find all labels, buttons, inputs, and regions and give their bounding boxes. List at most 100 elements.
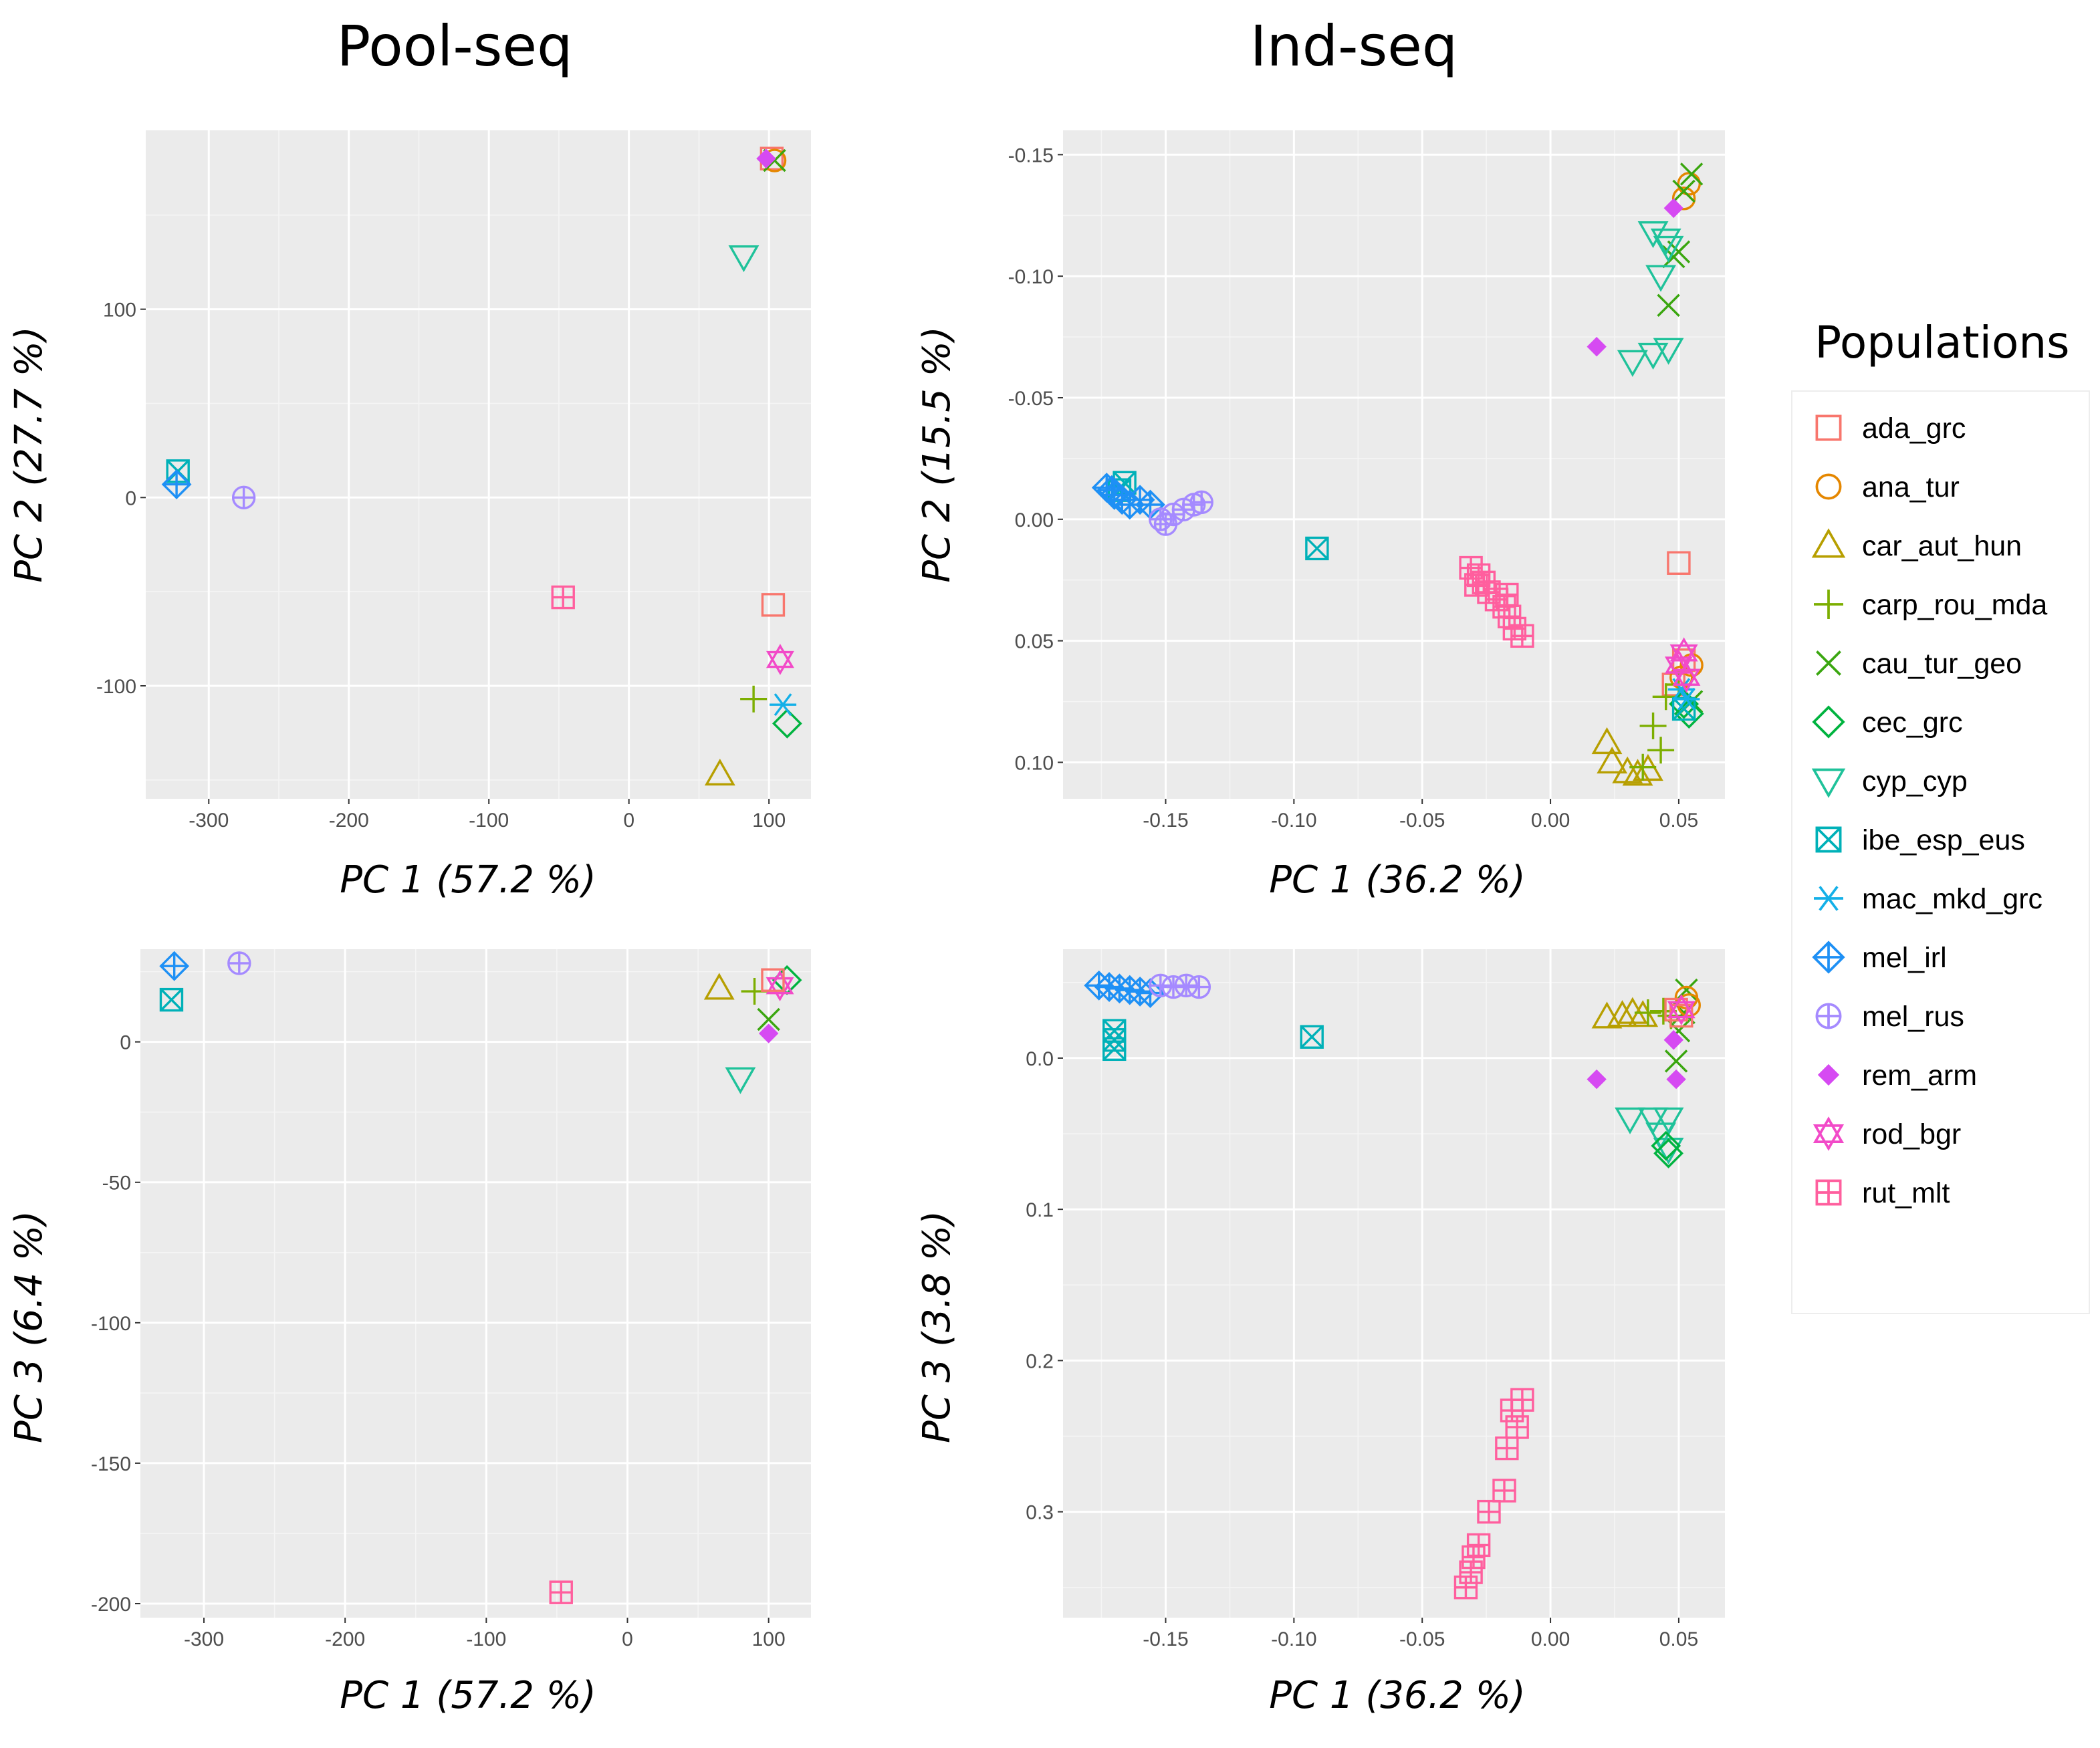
legend-label: mel_rus <box>1862 1001 1964 1033</box>
point-rut_mlt <box>1495 582 1519 607</box>
legend-item-mel_irl: mel_irl <box>1812 941 1947 974</box>
legend-key-cyp_cyp <box>1811 768 1846 798</box>
legend-key-cec_grc <box>1812 705 1845 739</box>
point-cyp_cyp <box>1653 338 1684 365</box>
point-cyp_cyp <box>1637 221 1669 249</box>
point-cau_tur_geo <box>1657 293 1680 318</box>
point-cau_tur_geo <box>1664 1049 1688 1073</box>
point-mel_rus <box>1149 507 1173 531</box>
legend-item-car_aut_hun: car_aut_hun <box>1811 528 2022 562</box>
legend-item-mac_mkd_grc: mac_mkd_grc <box>1814 883 2043 915</box>
point-rut_mlt <box>1495 1436 1519 1461</box>
point-ana_tur <box>1671 186 1696 211</box>
point-mel_rus <box>227 951 251 975</box>
point-mel_rus <box>1149 973 1173 997</box>
legend-item-ada_grc: ada_grc <box>1815 412 1966 445</box>
point-rod_bgr <box>1667 994 1696 1025</box>
legend-key-ibe_esp_eus <box>1815 826 1842 853</box>
x-tick-label: -200 <box>329 809 369 832</box>
point-cyp_cyp <box>1653 1107 1684 1134</box>
point-cec_grc <box>772 708 802 739</box>
x-axis-label: PC 1 (36.2 %) <box>1269 1674 1526 1717</box>
x-tick-label: -100 <box>469 809 509 832</box>
y-axis-label: PC 3 (3.8 %) <box>915 1211 959 1443</box>
x-axis-label: PC 1 (36.2 %) <box>1269 858 1526 902</box>
legend-key-rem_arm <box>1817 1064 1840 1086</box>
x-tick-label: 0.00 <box>1531 809 1570 832</box>
y-axis-label: PC 3 (6.4 %) <box>7 1211 51 1443</box>
y-tick-label: 0.2 <box>1026 1350 1054 1372</box>
y-tick-label: -200 <box>91 1594 131 1616</box>
legend-item-rem_arm: rem_arm <box>1817 1059 1977 1092</box>
legend-label: mac_mkd_grc <box>1862 883 2043 915</box>
point-cec_grc <box>1651 1130 1681 1161</box>
point-cec_grc <box>1653 1138 1683 1168</box>
legend-label: cau_tur_geo <box>1862 648 2022 680</box>
x-tick-label: -0.05 <box>1399 809 1445 832</box>
point-ibe_esp_eus <box>1300 1025 1324 1049</box>
legend-label: cyp_cyp <box>1862 765 1968 797</box>
y-tick-label: 0 <box>120 1032 131 1054</box>
legend-label: mel_irl <box>1862 942 1947 974</box>
legend-label: rem_arm <box>1862 1059 1977 1092</box>
legend-label: cec_grc <box>1862 707 1963 739</box>
legend-key-rut_mlt <box>1815 1179 1842 1206</box>
y-tick-label: -0.10 <box>1008 266 1054 288</box>
y-tick-label: -0.15 <box>1008 144 1054 166</box>
point-rem_arm <box>1663 1030 1683 1050</box>
point-rut_mlt <box>1500 1398 1524 1422</box>
legend-label: car_aut_hun <box>1862 530 2022 562</box>
legend-label: ana_tur <box>1862 471 1960 503</box>
y-tick-label: -100 <box>91 1313 131 1335</box>
point-cau_tur_geo <box>1672 179 1696 203</box>
legend-item-cau_tur_geo: cau_tur_geo <box>1816 648 2022 680</box>
x-tick-label: -200 <box>325 1628 365 1650</box>
panel-pool-pc1-pc2: -300 -200 -100 0 100 -100 0 100 PC 1 (57.2 %) PC … <box>7 130 811 902</box>
panel-background <box>1063 949 1725 1618</box>
x-tick-label: -300 <box>184 1628 224 1650</box>
point-rod_bgr <box>766 970 794 1002</box>
point-rut_mlt <box>549 1580 573 1604</box>
point-cyp_cyp <box>728 245 760 273</box>
point-car_aut_hun <box>1597 747 1628 774</box>
point-cau_tur_geo <box>757 1007 780 1031</box>
point-rut_mlt <box>1510 624 1534 648</box>
point-rut_mlt <box>1466 1533 1491 1557</box>
y-tick-label: -100 <box>96 676 136 698</box>
point-mel_rus <box>1187 975 1211 999</box>
legend-key-ana_tur <box>1815 473 1842 500</box>
point-carp_rou_mda <box>740 685 768 713</box>
y-tick-label: -0.05 <box>1008 388 1054 410</box>
legend-label: rod_bgr <box>1862 1118 1961 1150</box>
legend-key-mel_rus <box>1815 1003 1842 1029</box>
point-mel_irl <box>161 469 192 499</box>
legend-item-carp_rou_mda: carp_rou_mda <box>1814 589 2047 621</box>
y-tick-label: 100 <box>103 299 136 322</box>
y-axis-label: PC 2 (27.7 %) <box>7 326 51 583</box>
x-tick-label: 0 <box>623 809 634 832</box>
point-rut_mlt <box>1462 1545 1486 1570</box>
x-tick-label: -300 <box>189 809 229 832</box>
y-tick-label: -150 <box>91 1453 131 1475</box>
point-cau_tur_geo <box>1662 245 1685 269</box>
legend-key-car_aut_hun <box>1811 528 1846 558</box>
point-mel_irl <box>1096 475 1127 505</box>
point-car_aut_hun <box>1627 1000 1659 1027</box>
legend-label: rut_mlt <box>1862 1177 1950 1209</box>
y-tick-label: -50 <box>102 1172 131 1195</box>
x-tick-label: -0.10 <box>1271 1628 1316 1650</box>
x-tick-label: -0.15 <box>1143 1628 1188 1650</box>
point-cyp_cyp <box>1653 235 1684 263</box>
legend-item-mel_rus: mel_rus <box>1815 1001 1964 1033</box>
x-axis-label: PC 1 (57.2 %) <box>340 858 596 902</box>
y-tick-label: 0.1 <box>1026 1199 1054 1221</box>
point-carp_rou_mda <box>1639 712 1667 739</box>
header-pool-seq: Pool-seq <box>337 13 573 79</box>
point-cyp_cyp <box>1637 1107 1669 1134</box>
point-ada_grc <box>761 968 785 992</box>
point-ibe_esp_eus <box>1102 1037 1127 1062</box>
point-cyp_cyp <box>1615 1107 1645 1134</box>
point-rem_arm <box>1663 198 1683 219</box>
y-tick-label: 0.00 <box>1015 509 1054 531</box>
